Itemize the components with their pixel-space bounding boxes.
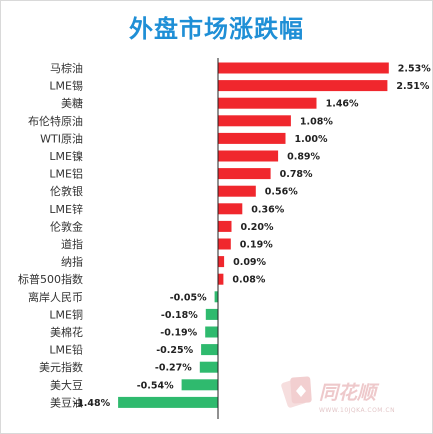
value-label-7: 0.56% <box>265 187 298 198</box>
bar-7 <box>218 185 256 197</box>
category-label-12: 标普500指数 <box>18 272 83 286</box>
value-label-18: -0.54% <box>137 380 174 391</box>
value-label-14: -0.18% <box>161 310 198 321</box>
category-label-9: 伦敦金 <box>50 219 83 233</box>
value-label-15: -0.19% <box>160 328 197 339</box>
value-label-17: -0.27% <box>155 363 192 374</box>
category-label-19: 美豆油 <box>50 395 83 409</box>
value-label-3: 1.08% <box>300 116 333 127</box>
bar-0 <box>218 62 389 74</box>
category-label-2: 美糖 <box>61 96 83 110</box>
value-label-16: -0.25% <box>156 345 193 356</box>
category-label-7: 伦敦银 <box>50 184 83 198</box>
bar-18 <box>181 379 219 391</box>
watermark-url: WWW.10JQKA.COM.CN <box>319 407 395 414</box>
bar-19 <box>118 396 218 408</box>
value-label-0: 2.53% <box>398 64 431 75</box>
value-label-5: 0.89% <box>287 152 320 163</box>
bar-13 <box>214 291 218 303</box>
category-label-8: LME锌 <box>49 202 83 216</box>
category-label-3: 布伦特原油 <box>28 114 83 128</box>
category-label-11: 纳指 <box>61 255 83 269</box>
value-label-4: 1.00% <box>295 134 328 145</box>
bar-10 <box>218 238 231 250</box>
category-label-16: LME铅 <box>49 343 83 357</box>
value-label-19: -1.48% <box>73 398 110 409</box>
category-label-4: WTI原油 <box>40 131 83 145</box>
bar-2 <box>218 97 317 109</box>
bar-4 <box>218 132 286 144</box>
bar-11 <box>218 256 225 268</box>
category-label-5: LME镍 <box>49 149 83 163</box>
value-label-6: 0.78% <box>280 169 313 180</box>
bar-17 <box>199 361 218 373</box>
bar-1 <box>218 80 388 92</box>
bar-16 <box>201 344 218 356</box>
value-label-12: 0.08% <box>232 275 265 286</box>
value-label-10: 0.19% <box>240 240 273 251</box>
category-label-15: 美棉花 <box>50 325 83 339</box>
tonghuashun-card-logo-icon <box>281 376 312 408</box>
category-label-10: 道指 <box>61 237 83 251</box>
category-label-6: LME铝 <box>49 167 83 181</box>
category-label-13: 离岸人民币 <box>28 290 83 304</box>
watermark-brand: 同花顺 <box>319 382 380 404</box>
value-label-9: 0.20% <box>241 222 274 233</box>
category-label-1: LME锡 <box>49 79 83 93</box>
value-label-13: -0.05% <box>170 292 207 303</box>
watermark: 同花顺 WWW.10JQKA.COM.CN <box>281 376 395 414</box>
chart-title: 外盘市场涨跌幅 <box>129 15 304 43</box>
bars-group: 马棕油 2.53% LME锡 2.51% 美糖 1.46% 布伦特原油 1.08% WTI原油 1… <box>18 61 431 409</box>
category-label-14: LME铜 <box>49 307 83 321</box>
bar-9 <box>218 220 232 232</box>
value-label-11: 0.09% <box>233 257 266 268</box>
value-label-2: 1.46% <box>326 99 359 110</box>
value-label-8: 0.36% <box>251 204 284 215</box>
category-label-18: 美大豆 <box>50 378 83 392</box>
category-label-17: 美元指数 <box>39 360 83 374</box>
bar-12 <box>218 273 224 285</box>
bar-8 <box>218 203 243 215</box>
bar-3 <box>218 115 291 127</box>
bar-5 <box>218 150 279 162</box>
bar-15 <box>205 326 218 338</box>
value-label-1: 2.51% <box>396 81 429 92</box>
bar-6 <box>218 168 271 180</box>
category-label-0: 马棕油 <box>50 61 83 75</box>
bar-14 <box>205 308 218 320</box>
